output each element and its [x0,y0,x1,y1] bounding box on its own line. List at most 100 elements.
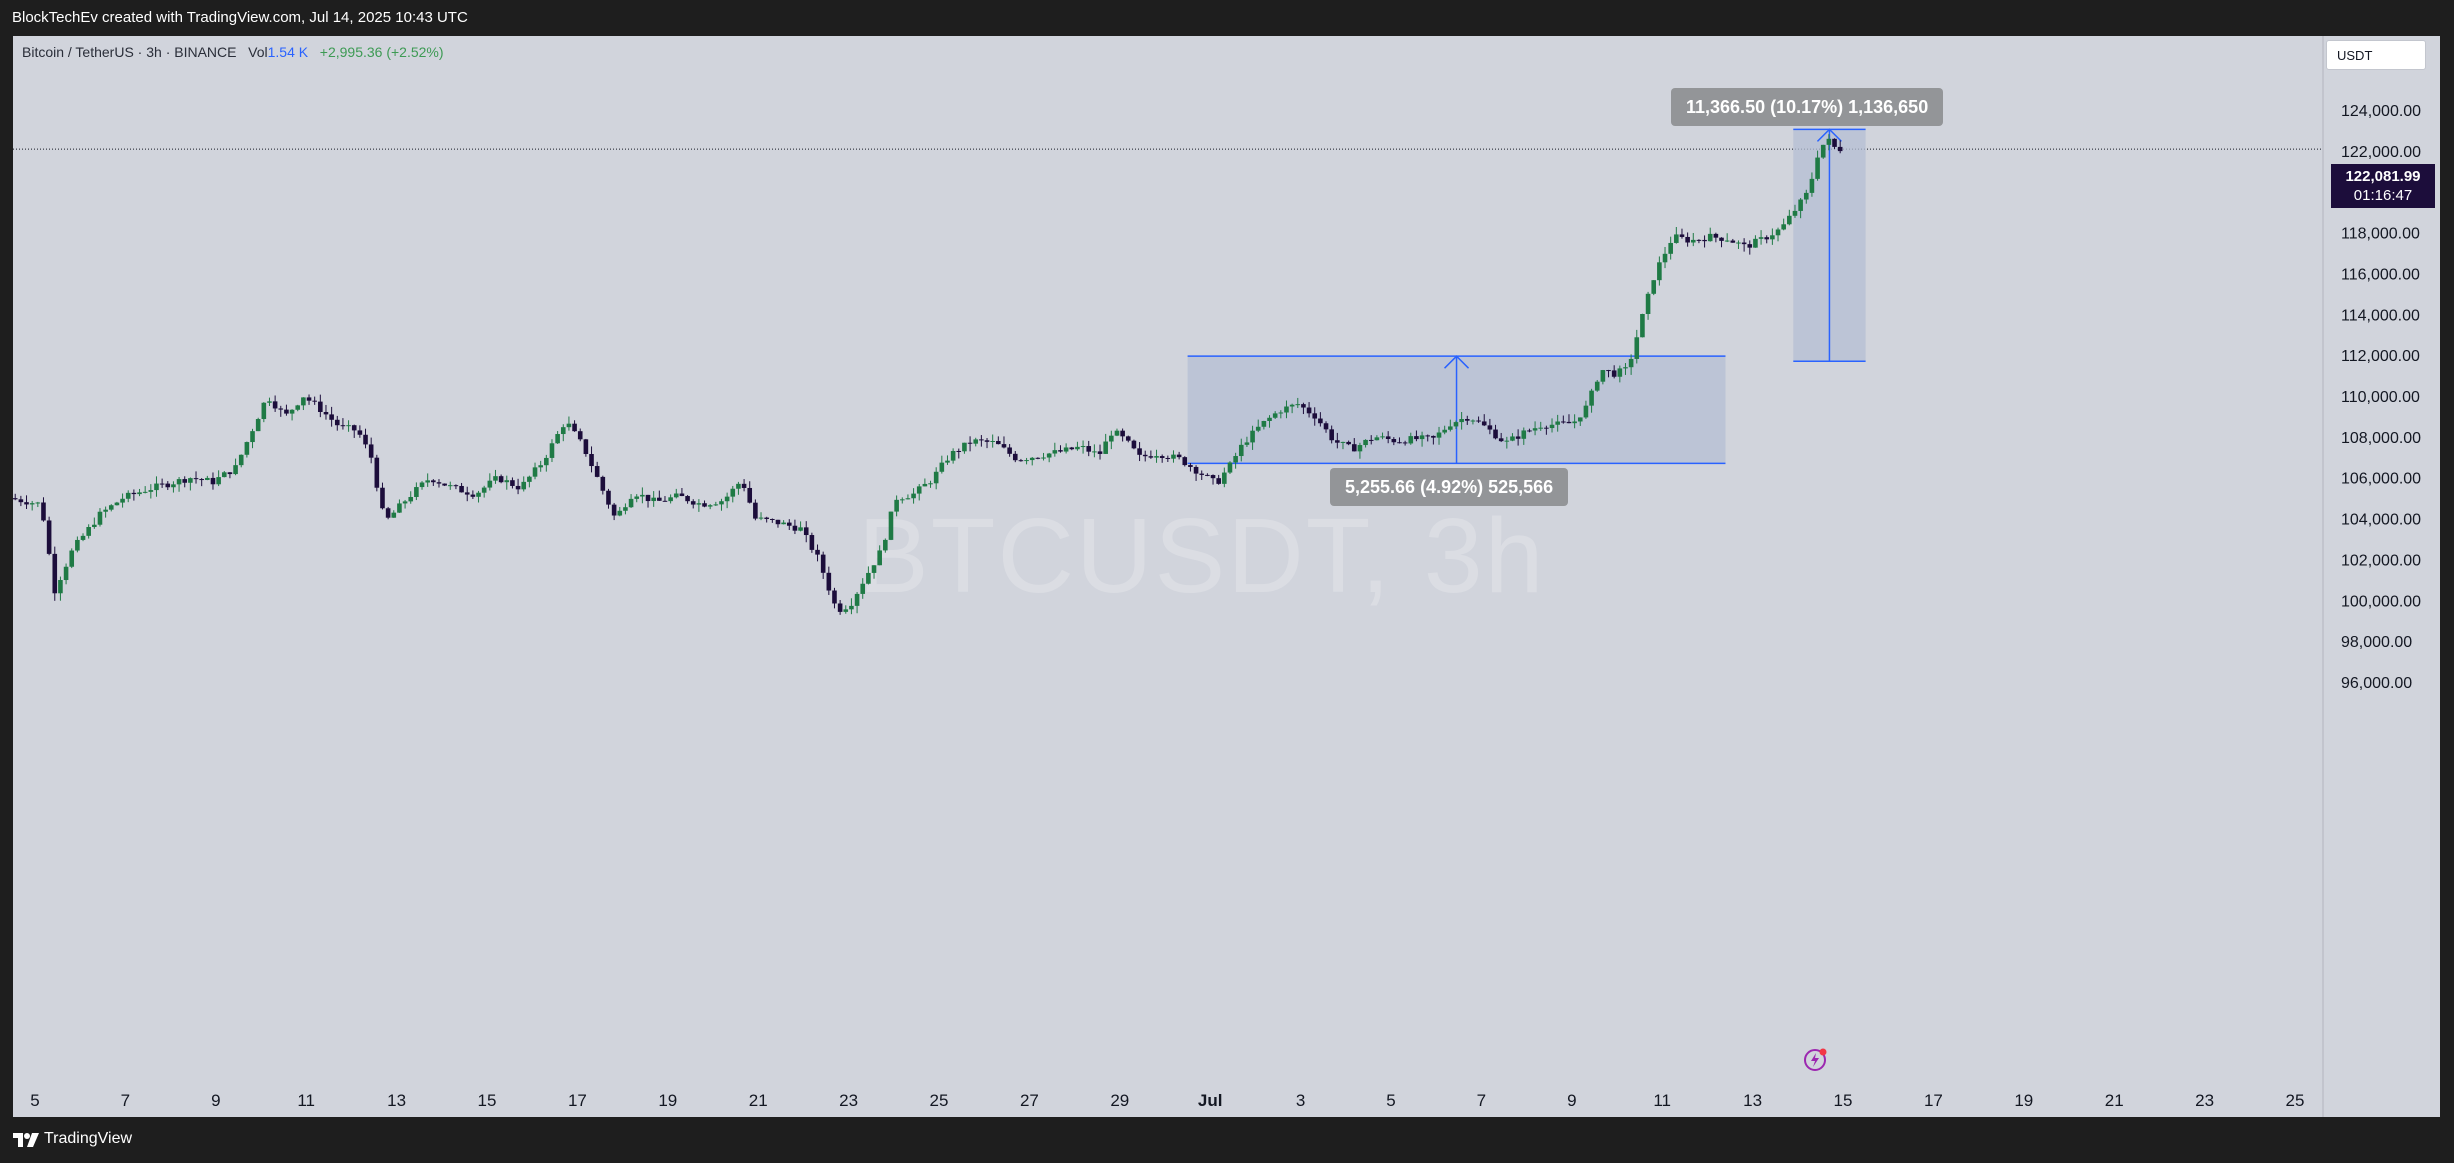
candle [798,521,803,532]
candle-body [402,501,408,504]
candle [1086,440,1092,457]
candle-body [1012,453,1018,461]
candle-body [1470,420,1476,422]
candle [617,506,623,517]
candle [707,504,713,510]
candle-body [447,485,453,487]
candle-body [1199,473,1205,475]
candle-body [1645,293,1651,314]
candle [1137,442,1142,462]
candle [13,493,18,501]
candle [1640,313,1645,338]
candle-body [1216,478,1221,484]
candle-body [1436,432,1442,438]
measure-label-range[interactable]: 5,255.66 (4.92%) 525,566 [1330,468,1569,506]
candle [1176,451,1182,460]
candle [781,520,786,525]
candle-body [770,518,775,520]
candle [1724,233,1730,243]
lightning-icon[interactable] [1803,1046,1829,1072]
candle-body [803,527,809,536]
x-tick-label: 23 [839,1091,858,1110]
candle-body [962,442,967,452]
candle-body [1448,426,1453,430]
brand-name: TradingView [44,1130,133,1147]
candle-body [611,504,617,516]
currency-button[interactable]: USDT [2326,40,2426,70]
candle-body [1532,428,1538,431]
candle [1075,441,1080,451]
candle [803,521,809,543]
x-tick-label: 19 [2014,1091,2033,1110]
candle-body [414,487,419,497]
candle-body [1125,436,1131,441]
candle [1719,237,1724,248]
candle [945,455,950,465]
candle-body [1544,427,1549,429]
candle-body [566,423,572,428]
candle [1233,452,1238,469]
candle-body [306,397,312,401]
candle [182,476,188,488]
candle [312,396,317,405]
candle-body [538,465,543,468]
candle-body [363,434,368,445]
candle-body [922,483,928,487]
candle [719,498,724,511]
candle-body [1103,441,1108,454]
candle [199,478,204,487]
candle-body [849,605,854,610]
candle-body [809,535,815,550]
candle [1572,414,1577,429]
candle [1041,452,1046,461]
candle [690,499,696,509]
candle [1142,450,1148,462]
candle [1148,450,1154,459]
x-tick-label: 9 [1567,1091,1576,1110]
candle [1566,414,1572,424]
y-tick-label: 124,000.00 [2341,103,2421,120]
candle-body [843,609,849,612]
candle [397,499,402,513]
candle [35,501,41,508]
chart-area[interactable]: BTCUSDT, 3h 96,000.00 98,000.00 100,000.00… [13,36,2440,1117]
candle-body [188,478,193,483]
candle [18,495,24,507]
candle [80,533,86,542]
candle-body [137,492,142,495]
candle [837,599,843,615]
candle [1431,435,1436,445]
candle-body [651,497,656,502]
candlestick-chart[interactable]: 96,000.00 98,000.00 100,000.00 102,000.00 10… [13,36,2440,1117]
candle-body [216,477,221,485]
candle [442,483,447,487]
candle [340,418,346,430]
candle-body [1679,234,1685,237]
candle [391,510,397,518]
candle [1668,236,1673,260]
candle [589,446,594,473]
candle-body [1289,404,1295,407]
candle-body [600,476,606,491]
candle [1188,462,1193,472]
candle [634,494,640,503]
candle [1832,138,1837,150]
candle [385,506,391,520]
chart-legend: Bitcoin / TetherUS · 3h · BINANCE Vol1.5… [22,44,444,60]
candle [764,516,769,523]
candle-body [1453,422,1459,427]
candle-body [1651,280,1657,294]
candle [493,469,498,484]
measure-label-breakout[interactable]: 11,366.50 (10.17%) 1,136,650 [1671,88,1944,126]
candle [1577,417,1583,426]
bar-countdown: 01:16:47 [2353,187,2413,204]
candle [481,485,487,498]
candle [1527,428,1532,433]
candle-body [1504,440,1510,442]
candle-body [459,485,464,493]
candle-body [1244,442,1250,445]
candle-body [267,401,272,403]
candle [1210,474,1216,485]
candle-body [572,423,577,432]
candle [1199,470,1205,481]
